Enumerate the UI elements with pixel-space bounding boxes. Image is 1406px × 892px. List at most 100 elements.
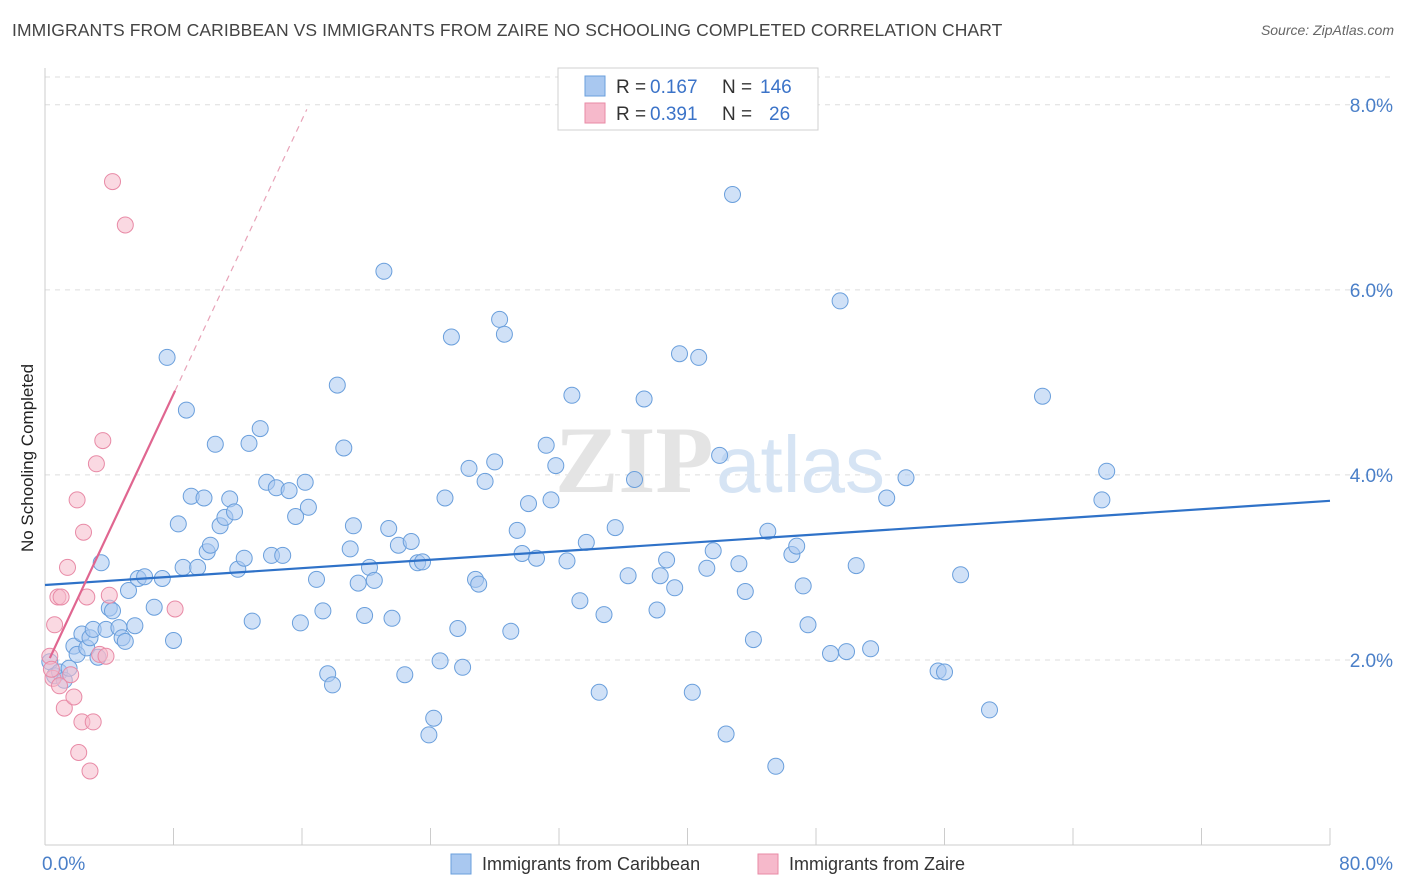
caribbean-point xyxy=(744,631,762,649)
caribbean-point xyxy=(619,567,637,585)
trend-lines xyxy=(44,109,1331,659)
caribbean-point xyxy=(280,482,298,500)
caribbean-point xyxy=(126,617,144,635)
caribbean-point xyxy=(730,555,748,573)
caribbean-point xyxy=(324,676,341,694)
y-tick-label: 4.0% xyxy=(1350,466,1393,487)
caribbean-point xyxy=(847,557,865,575)
caribbean-point xyxy=(201,536,219,554)
zaire-point xyxy=(97,647,115,665)
legend-n-value-blue: 146 xyxy=(760,77,792,98)
caribbean-point xyxy=(177,401,195,419)
caribbean-point xyxy=(243,612,261,630)
caribbean-point xyxy=(226,503,243,521)
caribbean-point xyxy=(460,459,478,477)
caribbean-point xyxy=(335,439,353,457)
caribbean-point xyxy=(365,571,383,589)
caribbean-point xyxy=(470,575,488,593)
caribbean-point xyxy=(794,577,812,595)
caribbean-point xyxy=(169,515,187,533)
zaire-point xyxy=(62,666,80,684)
legend-r-label-blue: R = xyxy=(616,77,646,98)
x-tick-label-max: 80.0% xyxy=(1339,854,1393,875)
legend-n-label-pink: N = xyxy=(722,104,752,125)
caribbean-point xyxy=(1098,462,1116,480)
caribbean-point xyxy=(251,420,269,438)
caribbean-point xyxy=(666,579,684,597)
caribbean-point xyxy=(1093,491,1111,509)
caribbean-point xyxy=(547,457,565,475)
source-label: Source: ZipAtlas.com xyxy=(1260,22,1394,38)
caribbean-point xyxy=(838,643,855,661)
caribbean-point xyxy=(736,583,754,600)
caribbean-point xyxy=(344,517,362,535)
zaire-point xyxy=(70,744,88,761)
caribbean-point xyxy=(878,489,896,507)
caribbean-point xyxy=(383,609,401,627)
caribbean-point xyxy=(508,521,526,539)
zaire-trend-line xyxy=(48,390,177,659)
caribbean-point xyxy=(648,601,666,619)
zaire-point xyxy=(166,600,184,618)
zaire-point xyxy=(65,688,83,706)
legend-n-value-pink: 26 xyxy=(769,104,790,125)
caribbean-point xyxy=(442,328,460,346)
y-tick-label: 2.0% xyxy=(1350,651,1393,672)
zaire-point xyxy=(75,523,92,541)
caribbean-point xyxy=(520,495,537,513)
caribbean-point xyxy=(425,709,443,727)
caribbean-point xyxy=(704,542,722,560)
caribbean-point xyxy=(558,552,576,570)
caribbean-point xyxy=(145,598,163,616)
caribbean-point xyxy=(831,292,849,310)
zaire-point xyxy=(42,660,60,678)
caribbean-point xyxy=(626,471,643,488)
caribbean-point xyxy=(328,376,346,394)
caribbean-point xyxy=(454,658,472,676)
y-axis-label: No Schooling Completed xyxy=(18,364,37,552)
legend-n-label-blue: N = xyxy=(722,77,752,98)
zaire-point xyxy=(52,588,70,606)
caribbean-point xyxy=(436,489,454,507)
zaire-point xyxy=(81,762,99,780)
caribbean-point xyxy=(116,632,134,650)
caribbean-point xyxy=(1034,387,1051,405)
caribbean-point xyxy=(595,606,613,624)
caribbean-point xyxy=(502,622,520,640)
chart-title: IMMIGRANTS FROM CARIBBEAN VS IMMIGRANTS … xyxy=(12,20,1003,40)
caribbean-point xyxy=(375,262,393,280)
y-tick-label: 8.0% xyxy=(1350,96,1393,117)
zaire-point xyxy=(84,713,102,731)
zaire-point xyxy=(59,558,76,576)
caribbean-point xyxy=(788,537,806,555)
zaire-point xyxy=(51,677,68,695)
bottom-legend-swatch-blue xyxy=(450,853,472,875)
caribbean-point xyxy=(195,489,213,507)
caribbean-point xyxy=(528,549,545,567)
caribbean-point xyxy=(822,645,839,662)
caribbean-point xyxy=(537,436,555,454)
caribbean-point xyxy=(104,602,121,620)
caribbean-point xyxy=(396,666,414,684)
caribbean-point xyxy=(165,632,182,649)
zaire-point xyxy=(94,432,112,450)
legend-swatch-pink xyxy=(584,102,606,124)
caribbean-point xyxy=(380,520,398,537)
caribbean-point xyxy=(291,614,309,632)
caribbean-point xyxy=(174,558,192,576)
legend-r-label-pink: R = xyxy=(616,104,646,125)
caribbean-point xyxy=(590,683,608,701)
caribbean-point xyxy=(671,345,688,363)
watermark: ZIP atlas xyxy=(555,407,885,513)
zaire-point xyxy=(46,616,64,634)
caribbean-point xyxy=(936,663,953,681)
caribbean-point xyxy=(606,519,624,537)
caribbean-point xyxy=(577,533,595,551)
zaire-point xyxy=(87,455,105,473)
caribbean-point xyxy=(635,390,653,408)
caribbean-point xyxy=(158,348,176,366)
caribbean-point xyxy=(314,602,332,620)
caribbean-point xyxy=(349,574,367,592)
bottom-legend-label-caribbean: Immigrants from Caribbean xyxy=(482,854,700,874)
